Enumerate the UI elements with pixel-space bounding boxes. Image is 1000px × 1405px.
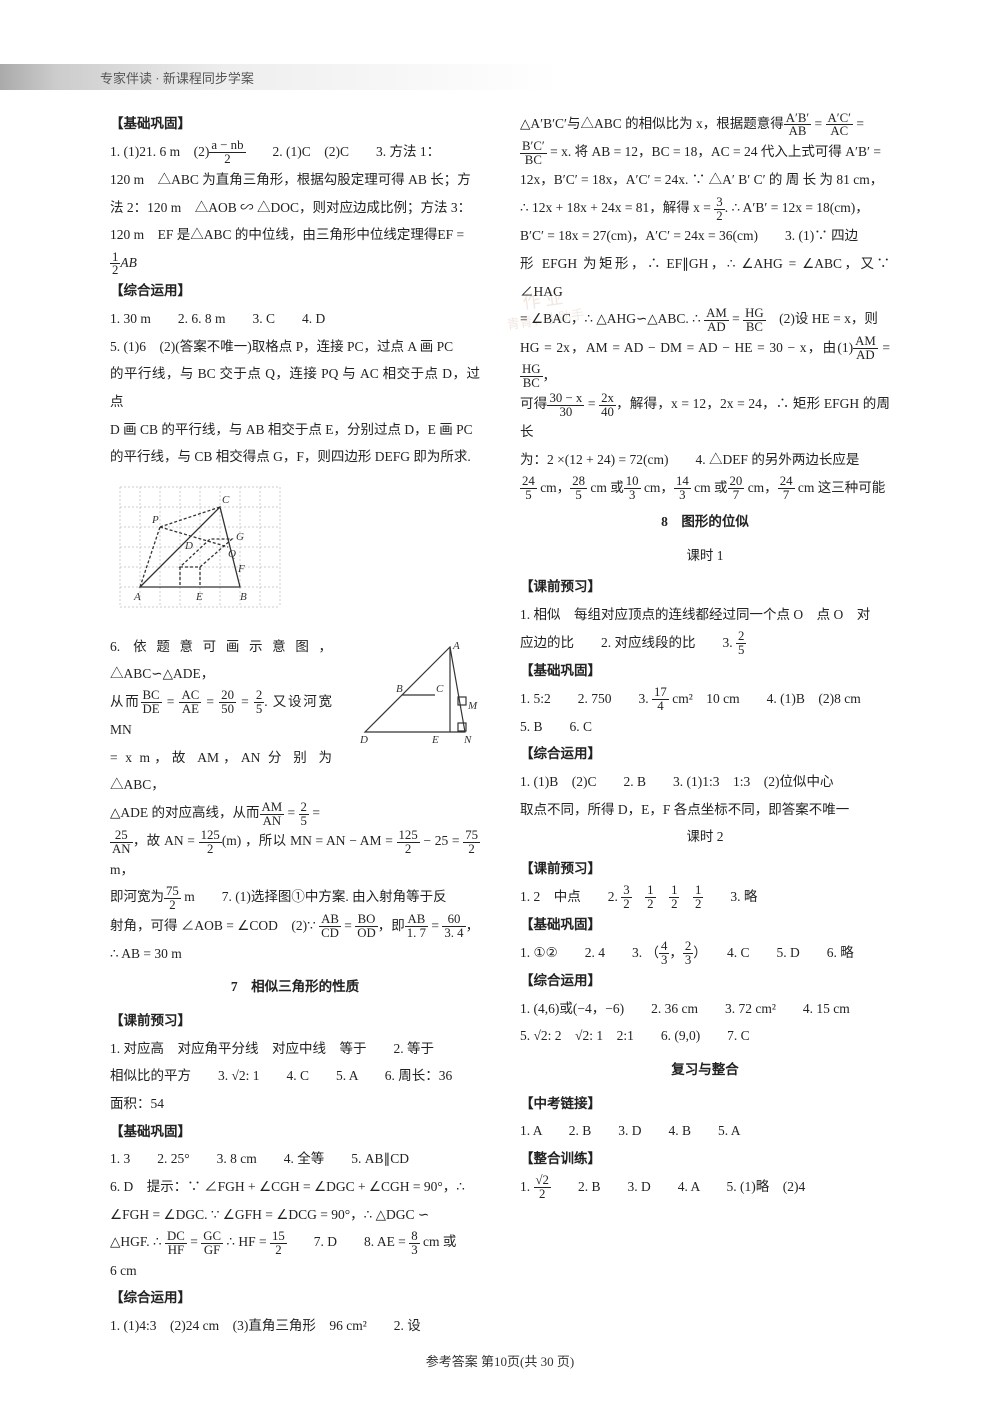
text-line: 120 m △ABC 为直角三角形，根据勾股定理可得 AB 长；方 [110,166,480,194]
svg-text:B: B [396,683,403,695]
text-line: 取点不同，所得 D，E，F 各点坐标不同，即答案不唯一 [520,796,890,824]
text-line: 面积：54 [110,1090,480,1118]
svg-text:C: C [222,494,230,506]
text-line: 应边的比 2. 对应线段的比 3. 25 [520,629,890,657]
text-line: 可得30 − x30 = 2x40，解得，x = 12，2x = 24，∴ 矩形… [520,390,890,446]
section-head: 【综合运用】 [520,740,890,768]
text-line: △A′B′C′与△ABC 的相似比为 x，根据题意得A′B′AB = A′C′A… [520,110,890,138]
text-line: HG = 2x，AM = AD − DM = AD − HE = 30 − x，… [520,334,890,390]
text-line: 1. 2 中点 2. 32 12 12 12 3. 略 [520,883,890,911]
section-head: 【综合运用】 [110,1284,480,1312]
header-breadcrumb: 专家伴读 · 新课程同步学案 [0,64,560,90]
text-line: 1. A 2. B 3. D 4. B 5. A [520,1117,890,1145]
text-line: 的平行线，与 BC 交于点 Q，连接 PQ 与 AC 相交于点 D，过点 [110,360,480,415]
text-line: 12x，B′C′ = 18x，A′C′ = 24x. ∵ △A′ B′ C′ 的… [520,166,890,194]
text-line: 1. √22 2. B 3. D 4. A 5. (1)略 (2)4 [520,1173,890,1201]
text-line: ∠FGH = ∠DGC. ∵ ∠GFH = ∠DCG = 90°，∴ △DGC … [110,1201,480,1229]
text-line: 即河宽为752 m 7. (1)选择图①中方案. 由入射角等于反 [110,883,480,911]
svg-text:A: A [133,591,141,603]
svg-text:G: G [236,531,244,543]
svg-text:D: D [359,734,368,746]
text-line: 5. B 6. C [520,713,890,741]
section-head: 【基础巩固】 [110,110,480,138]
text-line: 1. 5:2 2. 750 3. 174 cm² 10 cm 4. (1)B (… [520,685,890,713]
svg-text:F: F [237,563,245,575]
lesson-subtitle: 课时 2 [520,823,890,851]
section-head: 【基础巩固】 [520,657,890,685]
text-line: 射角，可得 ∠AOB = ∠COD (2)∵ ABCD = BOOD，即AB1.… [110,912,480,940]
text-line: 的平行线，与 CB 相交得点 G，F，则四边形 DEFG 即为所求. [110,443,480,471]
text-line: 120 m EF 是△ABC 的中位线，由三角形中位线定理得EF = [110,221,480,249]
section-head: 【课前预习】 [110,1007,480,1035]
section-head: 【基础巩固】 [520,911,890,939]
text-line: 6 cm [110,1257,480,1285]
section-head: 【综合运用】 [520,967,890,995]
text-line: 1. (1)B (2)C 2. B 3. (1)1:3 1:3 (2)位似中心 [520,768,890,796]
section-head: 【基础巩固】 [110,1118,480,1146]
section-title-8: 8 图形的位似 [520,508,890,536]
text-line: 12AB [110,249,480,277]
text-line: D 画 CB 的平行线，与 AB 相交于点 E，分别过点 D，E 画 PC [110,416,480,444]
text-line: △HGF. ∴ DCHF = GCGF ∴ HF = 152 7. D 8. A… [110,1228,480,1256]
text-line: △ADE 的对应高线，从而AMAN = 25 = [110,799,480,827]
text-line: 25AN，故 AN = 1252(m) ，所以 MN = AN − AM = 1… [110,827,480,883]
lesson-subtitle: 课时 1 [520,542,890,570]
svg-text:E: E [431,734,439,746]
section-title-review: 复习与整合 [520,1056,890,1084]
section-head: 【整合训练】 [520,1145,890,1173]
text-line: 为：2 ×(12 + 24) = 72(cm) 4. △DEF 的另外两边长应是 [520,446,890,474]
text-line: 6. D 提示：∵ ∠FGH + ∠CGH = ∠DGC + ∠CGH = 90… [110,1173,480,1201]
text-line: 1. 30 m 2. 6. 8 m 3. C 4. D [110,305,480,333]
text-line: 1. 相似 每组对应顶点的连线都经过同一个点 O 点 O 对 [520,601,890,629]
text-line: B′C′BC = x. 将 AB = 12，BC = 18，AC = 24 代入… [520,138,890,166]
text-line: 相似比的平方 3. √2: 1 4. C 5. A 6. 周长：36 [110,1062,480,1090]
svg-text:Q: Q [228,548,236,560]
page-footer: 参考答案 第10页(共 30 页) [0,1351,1000,1370]
text-line: 245 cm，285 cm 或103 cm，143 cm 或207 cm，247… [520,474,890,502]
section-head: 【课前预习】 [520,855,890,883]
svg-text:E: E [195,591,203,603]
breadcrumb-text: 专家伴读 · 新课程同步学案 [100,68,254,87]
text-line: 1. (1)21. 6 m (2)a − nb2 2. (1)C (2)C 3.… [110,138,480,166]
section-head: 【综合运用】 [110,277,480,305]
section-head: 【课前预习】 [520,573,890,601]
svg-text:B: B [240,591,247,603]
text-line: 1. ①② 2. 4 3. （43，23） 4. C 5. D 6. 略 [520,939,890,967]
text-line: 5. (1)6 (2)(答案不唯一)取格点 P，连接 PC，过点 A 画 PC [110,333,480,361]
q6-block: A B C M D E N 6. 依题意可画示意图，△ABC∽△ADE， 从而B… [110,633,480,828]
text-line: 1. (1)4:3 (2)24 cm (3)直角三角形 96 cm² 2. 设 [110,1312,480,1340]
text-line: = ∠BAC，∴ △AHG∽△ABC. ∴ AMAD = HGBC (2)设 H… [520,305,890,333]
svg-text:M: M [467,700,478,712]
text-line: = x m，故 AM，AN 分 别 为 △ABC， [110,744,480,799]
svg-text:N: N [463,734,472,746]
svg-text:P: P [151,514,159,526]
text-line: ∴ AB = 30 m [110,940,480,968]
figure-similar-triangles: A B C M D E N [340,637,480,747]
page-body: 【基础巩固】 1. (1)21. 6 m (2)a − nb2 2. (1)C … [110,110,890,1345]
text-line: ∴ 12x + 18x + 24x = 81，解得 x = 32. ∴ A′B′… [520,194,890,222]
text-line: 形 EFGH 为矩形，∴ EF∥GH，∴ ∠AHG = ∠ABC，又∵ ∠HAG [520,250,890,305]
right-column: △A′B′C′与△ABC 的相似比为 x，根据题意得A′B′AB = A′C′A… [520,110,890,1345]
left-column: 【基础巩固】 1. (1)21. 6 m (2)a − nb2 2. (1)C … [110,110,480,1345]
svg-text:C: C [436,683,444,695]
text-line: 1. 对应高 对应角平分线 对应中线 等于 2. 等于 [110,1035,480,1063]
text-line: 1. (4,6)或(−4，−6) 2. 36 cm 3. 72 cm² 4. 1… [520,995,890,1023]
text-line: 法 2：120 m △AOB ∽ △DOC，则对应边成比例；方法 3： [110,194,480,222]
svg-text:D: D [184,540,193,552]
text-line: 5. √2: 2 √2: 1 2:1 6. (9,0) 7. C [520,1022,890,1050]
section-title-7: 7 相似三角形的性质 [110,973,480,1001]
text-line: 1. 3 2. 25° 3. 8 cm 4. 全等 5. AB∥CD [110,1145,480,1173]
text-line: B′C′ = 18x = 27(cm)，A′C′ = 24x = 36(cm) … [520,222,890,250]
section-head: 【中考链接】 [520,1090,890,1118]
figure-grid-quadrilateral: P C G D Q F A E B [110,477,290,617]
svg-text:A: A [452,640,460,652]
